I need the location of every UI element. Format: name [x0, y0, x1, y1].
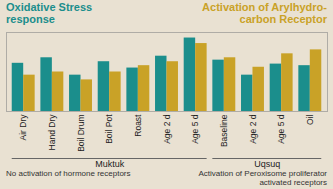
- html-text:Oxidative Stress response: Oxidative Stress response: [6, 1, 93, 25]
- svg-text:Age 5 d: Age 5 d: [276, 114, 286, 144]
- svg-text:Baseline: Baseline: [219, 114, 229, 147]
- html-text:No activation of hormone recep: No activation of hormone receptors: [6, 169, 131, 178]
- html-text:Activation of Peroxisome proli: Activation of Peroxisome proliferator ac…: [198, 169, 327, 187]
- html-text:Activation of Arylhydro-carbon: Activation of Arylhydro-carbon Receptor: [202, 1, 327, 25]
- svg-text:Uqsuq: Uqsuq: [254, 159, 280, 169]
- svg-text:Boil Drum: Boil Drum: [76, 115, 86, 152]
- svg-text:Muktuk: Muktuk: [95, 159, 125, 169]
- svg-text:Air Dry: Air Dry: [18, 114, 28, 141]
- svg-text:Roast: Roast: [133, 114, 143, 137]
- svg-text:Age 2 d: Age 2 d: [162, 114, 172, 144]
- svg-text:Hand Dry: Hand Dry: [47, 114, 57, 151]
- svg-text:Oil: Oil: [305, 114, 315, 125]
- svg-text:Age 5 d: Age 5 d: [190, 114, 200, 144]
- svg-text:Boil Pot: Boil Pot: [104, 114, 114, 144]
- svg-text:Age 2 d: Age 2 d: [248, 114, 258, 144]
